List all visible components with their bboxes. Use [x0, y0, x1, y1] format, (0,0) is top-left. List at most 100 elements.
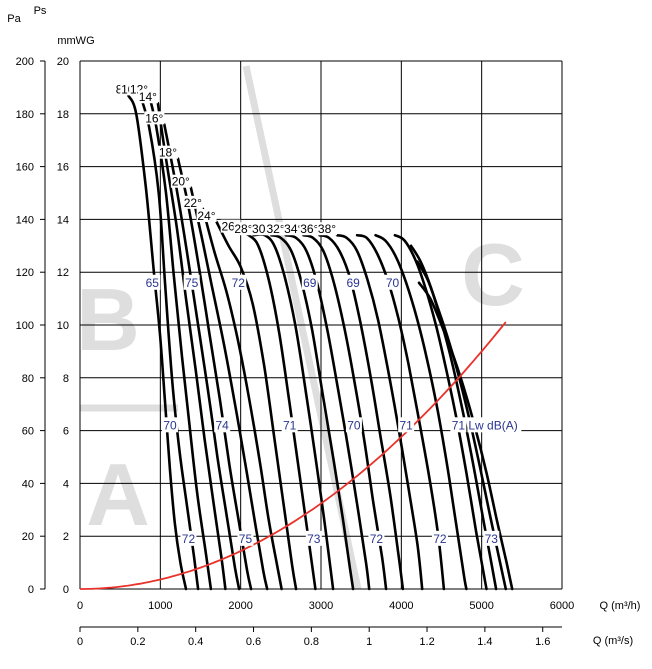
noise-label-bg: [144, 274, 161, 290]
pa-tick-label: 120: [16, 267, 34, 279]
pa-tick-label: 140: [16, 214, 34, 226]
blade-curve-12: [269, 233, 355, 591]
noise-label: 65: [146, 276, 160, 290]
blade-curve-15: [318, 233, 405, 591]
angle-label: 38°: [318, 222, 336, 236]
blade-curve-10: [239, 231, 317, 591]
noise-label-bg: [237, 530, 254, 546]
pa-tick-label: 80: [22, 373, 34, 385]
label-layer: 8°10°12°14°16°18°20°22°24°26°28°30°32°34…: [108, 82, 522, 546]
blade-curve-22: [417, 281, 514, 591]
x-primary-tick-label: 6000: [550, 600, 574, 612]
noise-label-bg: [183, 274, 200, 290]
noise-label: 72: [232, 276, 246, 290]
angle-label-bg: [233, 222, 254, 236]
noise-label-bg: [305, 530, 322, 546]
x-primary-axis-label: Q (m³/h): [600, 600, 641, 612]
noise-label: 69: [346, 276, 360, 290]
pa-tick-label: 20: [22, 531, 34, 543]
angle-label-bg: [182, 195, 203, 209]
blade-curve-16: [335, 233, 424, 591]
noise-label: 74: [216, 418, 230, 432]
ps-unit-label: Ps: [34, 5, 47, 17]
noise-label: 71: [452, 418, 466, 432]
angle-label: 32°: [266, 222, 284, 236]
noise-label: 73: [485, 532, 499, 546]
angle-label-bg: [158, 145, 179, 159]
x-secondary-tick-label: 1: [366, 636, 372, 648]
blade-curve-5: [163, 123, 241, 591]
noise-label: 71: [283, 418, 297, 432]
blade-curve-7: [189, 186, 269, 591]
noise-label-bg: [398, 417, 415, 433]
x-primary-tick-label: 4000: [389, 600, 413, 612]
blade-curve-17: [355, 233, 446, 591]
angle-label: 16°: [145, 111, 163, 125]
mmwg-tick-label: 16: [57, 162, 69, 174]
noise-label: 70: [386, 276, 400, 290]
pa-tick-label: 40: [22, 478, 34, 490]
pa-tick-label: 100: [16, 320, 34, 332]
blade-curve-layer: [126, 94, 514, 591]
angle-label-bg: [144, 111, 165, 125]
blade-curve-13: [284, 233, 371, 591]
x-secondary-tick-label: 0.2: [130, 636, 145, 648]
x-secondary-tick-label: 0.8: [304, 636, 319, 648]
system-curve-layer: [80, 321, 507, 590]
angle-label: 14°: [139, 90, 157, 104]
mmwg-tick-label: 4: [63, 478, 69, 490]
angle-label-bg: [196, 209, 217, 223]
lw-caption: Lw dB(A): [468, 418, 517, 432]
noise-label-bg: [345, 417, 362, 433]
angle-label-bg: [283, 222, 304, 236]
blade-curve-11: [252, 233, 335, 591]
noise-label: 73: [307, 532, 321, 546]
mmwg-tick-label: 14: [57, 214, 69, 226]
mmwg-tick-label: 10: [57, 320, 69, 332]
mmwg-tick-label: 12: [57, 267, 69, 279]
zone-a-letter: A: [86, 445, 150, 544]
noise-label-bg: [431, 530, 448, 546]
angle-label-bg: [137, 90, 158, 104]
zone-layer: BA C: [76, 65, 525, 590]
x-secondary-tick-label: 0: [77, 636, 83, 648]
x-secondary-axis-label: Q (m³/s): [593, 635, 633, 647]
noise-label: 72: [182, 532, 196, 546]
x-secondary-tick-label: 1.4: [477, 636, 492, 648]
x-secondary-tick-label: 0.6: [246, 636, 261, 648]
pa-tick-label: 180: [16, 109, 34, 121]
x-primary-tick-label: 0: [77, 600, 83, 612]
blade-curve-4: [156, 101, 227, 591]
noise-label-bg: [450, 417, 467, 433]
blade-curve-1: [126, 94, 188, 591]
mmwg-unit-label: mmWG: [57, 35, 94, 47]
noise-label-bg: [214, 417, 231, 433]
noise-label: 71: [399, 418, 413, 432]
mmwg-tick-label: 20: [57, 56, 69, 68]
blade-curve-8: [201, 207, 283, 591]
blade-curve-9: [215, 220, 298, 591]
zone-c-letter: C: [461, 225, 525, 324]
noise-label-bg: [368, 530, 385, 546]
x-secondary-tick-label: 1.2: [419, 636, 434, 648]
angle-label: 28°: [234, 222, 252, 236]
noise-label: 70: [163, 418, 177, 432]
noise-label: 72: [370, 532, 384, 546]
pa-tick-label: 60: [22, 426, 34, 438]
zone-b-letter: B: [76, 270, 140, 369]
x-secondary-tick-label: 1.6: [535, 636, 550, 648]
mmwg-tick-label: 18: [57, 109, 69, 121]
angle-label: 20°: [172, 175, 190, 189]
system-curve: [80, 321, 507, 590]
angle-label: 22°: [184, 196, 202, 210]
angle-label: 24°: [197, 209, 215, 223]
noise-label-bg: [161, 417, 178, 433]
noise-label: 75: [185, 276, 199, 290]
noise-label: 70: [347, 418, 361, 432]
pa-tick-label: 160: [16, 162, 34, 174]
axes-layer: 0204060801001201401601802000246810121416…: [7, 5, 640, 648]
lw-caption-bg: [467, 417, 522, 433]
noise-label: 72: [433, 532, 447, 546]
noise-label-bg: [230, 274, 247, 290]
